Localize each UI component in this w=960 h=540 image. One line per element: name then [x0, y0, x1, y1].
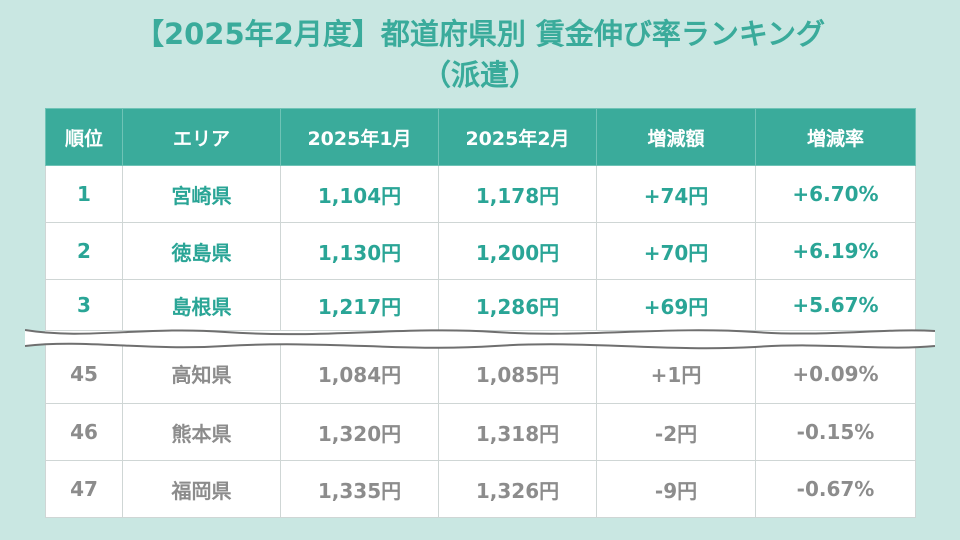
diff-cell: +69円	[596, 279, 756, 331]
header-diff: 増減額	[596, 108, 756, 166]
rank-cell: 47	[45, 460, 123, 518]
table-row: 3 島根県 1,217円 1,286円 +69円 +5.67%	[45, 279, 916, 331]
area-cell: 高知県	[122, 343, 281, 404]
jan-cell: 1,217円	[280, 279, 439, 331]
area-cell: 熊本県	[122, 403, 281, 461]
table-header-row: 順位 エリア 2025年1月 2025年2月 増減額 増減率	[45, 108, 916, 166]
rank-cell: 45	[45, 343, 123, 404]
rank-cell: 46	[45, 403, 123, 461]
rank-cell: 2	[45, 222, 123, 280]
diff-cell: +70円	[596, 222, 756, 280]
rank-cell: 1	[45, 165, 123, 223]
diff-cell: +74円	[596, 165, 756, 223]
table-break-row	[45, 330, 916, 344]
rate-cell: +6.19%	[755, 222, 916, 280]
header-rank: 順位	[45, 108, 123, 166]
table-row: 2 徳島県 1,130円 1,200円 +70円 +6.19%	[45, 222, 916, 280]
jan-cell: 1,084円	[280, 343, 439, 404]
rate-cell: +5.67%	[755, 279, 916, 331]
table-row: 47 福岡県 1,335円 1,326円 -9円 -0.67%	[45, 460, 916, 518]
rate-cell: +0.09%	[755, 343, 916, 404]
feb-cell: 1,286円	[438, 279, 597, 331]
header-rate: 増減率	[755, 108, 916, 166]
page-title: 【2025年2月度】都道府県別 賃金伸び率ランキング	[134, 17, 826, 51]
page-subtitle: （派遣）	[421, 58, 538, 92]
area-cell: 宮崎県	[122, 165, 281, 223]
diff-cell: -2円	[596, 403, 756, 461]
ranking-table: 順位 エリア 2025年1月 2025年2月 増減額 増減率 1 宮崎県 1,1…	[45, 108, 916, 518]
jan-cell: 1,104円	[280, 165, 439, 223]
jan-cell: 1,335円	[280, 460, 439, 518]
area-cell: 徳島県	[122, 222, 281, 280]
feb-cell: 1,200円	[438, 222, 597, 280]
feb-cell: 1,178円	[438, 165, 597, 223]
feb-cell: 1,326円	[438, 460, 597, 518]
diff-cell: +1円	[596, 343, 756, 404]
ranking-table-container: 順位 エリア 2025年1月 2025年2月 増減額 増減率 1 宮崎県 1,1…	[25, 108, 935, 525]
jan-cell: 1,320円	[280, 403, 439, 461]
rate-cell: -0.15%	[755, 403, 916, 461]
header-area: エリア	[122, 108, 281, 166]
feb-cell: 1,318円	[438, 403, 597, 461]
table-row: 46 熊本県 1,320円 1,318円 -2円 -0.15%	[45, 403, 916, 461]
jan-cell: 1,130円	[280, 222, 439, 280]
rank-cell: 3	[45, 279, 123, 331]
diff-cell: -9円	[596, 460, 756, 518]
table-row: 1 宮崎県 1,104円 1,178円 +74円 +6.70%	[45, 165, 916, 223]
table-row: 45 高知県 1,084円 1,085円 +1円 +0.09%	[45, 343, 916, 404]
rate-cell: -0.67%	[755, 460, 916, 518]
header-feb: 2025年2月	[438, 108, 597, 166]
area-cell: 福岡県	[122, 460, 281, 518]
area-cell: 島根県	[122, 279, 281, 331]
header-jan: 2025年1月	[280, 108, 439, 166]
table-break-cell	[45, 330, 916, 344]
rate-cell: +6.70%	[755, 165, 916, 223]
feb-cell: 1,085円	[438, 343, 597, 404]
